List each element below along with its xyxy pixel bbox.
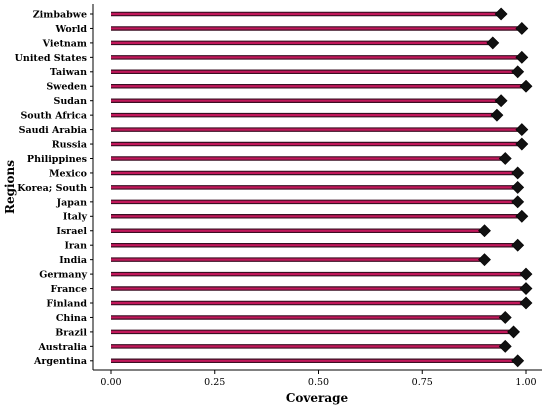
category-label: India — [59, 255, 87, 266]
category-label: Zimbabwe — [33, 9, 87, 20]
plot-area: Zimbabwe World Vietnam United States Taiwan S… — [15, 4, 542, 388]
category-label: Australia — [37, 342, 87, 353]
diamond-marker — [511, 354, 525, 368]
category-label: Vietnam — [42, 38, 87, 49]
diamond-marker — [498, 152, 512, 165]
x-tick-label: 0.50 — [308, 377, 329, 388]
category-label: Brazil — [55, 327, 87, 338]
diamond-marker — [515, 123, 529, 137]
category-label: Sudan — [54, 96, 88, 107]
diamond-marker — [498, 339, 512, 353]
x-tick-label: 1.00 — [515, 377, 536, 388]
category-label: Japan — [56, 197, 87, 208]
diamond-marker — [515, 22, 529, 35]
diamond-marker — [515, 50, 529, 64]
x-axis-title: Coverage — [286, 391, 349, 405]
category-label: Mexico — [49, 168, 87, 179]
category-label: United States — [15, 53, 87, 64]
x-tick-label: 0.75 — [412, 377, 433, 388]
diamond-marker — [511, 65, 525, 79]
diamond-marker — [494, 7, 508, 21]
diamond-marker — [519, 79, 533, 93]
diamond-marker — [478, 224, 491, 238]
diamond-marker — [511, 180, 525, 194]
diamond-marker — [498, 311, 512, 324]
diamond-marker — [494, 94, 508, 108]
diamond-marker — [511, 195, 525, 209]
diamond-marker — [515, 137, 529, 151]
category-label: Finland — [46, 298, 87, 309]
diamond-marker — [490, 108, 504, 122]
diamond-marker — [507, 325, 520, 339]
x-tick-label: 0.25 — [204, 377, 225, 388]
category-label: France — [51, 284, 87, 295]
category-label: World — [55, 24, 88, 35]
x-ticks: 0.00 0.25 0.50 0.75 1.00 — [100, 370, 537, 388]
category-label: Saudi Arabia — [19, 125, 87, 136]
diamond-marker — [519, 296, 533, 310]
diamond-marker — [511, 166, 525, 180]
category-label: Sweden — [46, 82, 87, 93]
diamond-marker — [486, 36, 500, 50]
category-label: China — [56, 313, 87, 324]
stems — [111, 11, 526, 364]
category-labels: Zimbabwe World Vietnam United States Taiwan S… — [15, 9, 93, 367]
y-axis-title: Regions — [3, 160, 17, 214]
category-label: Germany — [39, 270, 87, 281]
diamond-marker — [511, 238, 525, 252]
category-label: Philippines — [27, 154, 87, 165]
category-label: Taiwan — [50, 67, 87, 78]
category-label: Russia — [52, 139, 87, 150]
diamond-marker — [515, 209, 529, 223]
category-label: Iran — [64, 241, 87, 252]
x-tick-label: 0.00 — [100, 377, 121, 388]
diamond-marker — [519, 282, 533, 295]
diamond-marker — [478, 253, 491, 267]
diamond-marker — [519, 267, 533, 281]
category-label: South Africa — [20, 111, 87, 122]
category-label: Israel — [56, 226, 87, 237]
category-label: Argentina — [33, 356, 87, 367]
markers — [478, 7, 533, 368]
category-label: Korea; South — [17, 183, 87, 194]
category-label: Italy — [63, 212, 88, 223]
